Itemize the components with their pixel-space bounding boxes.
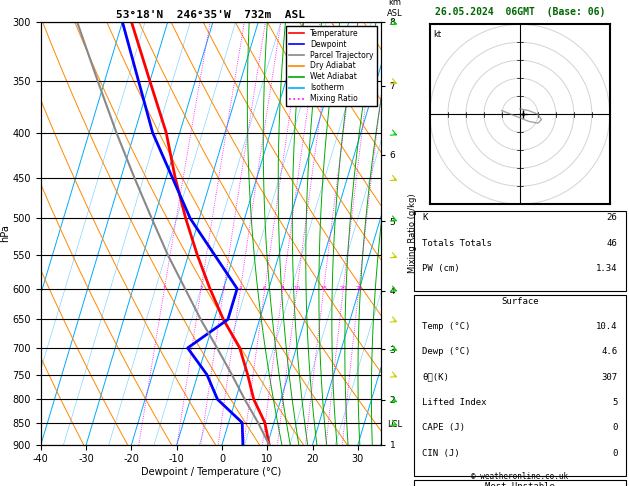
Text: 26: 26	[606, 213, 618, 223]
Text: © weatheronline.co.uk: © weatheronline.co.uk	[471, 472, 569, 481]
Title: 53°18'N  246°35'W  732m  ASL: 53°18'N 246°35'W 732m ASL	[116, 10, 305, 20]
Text: 0: 0	[612, 423, 618, 433]
Text: 25: 25	[355, 286, 362, 291]
Text: 26.05.2024  06GMT  (Base: 06): 26.05.2024 06GMT (Base: 06)	[435, 7, 605, 17]
Text: 4.6: 4.6	[601, 347, 618, 357]
Text: 15: 15	[320, 286, 327, 291]
X-axis label: Dewpoint / Temperature (°C): Dewpoint / Temperature (°C)	[141, 467, 281, 477]
Text: kt: kt	[433, 30, 442, 39]
Text: θᴇ(K): θᴇ(K)	[422, 373, 449, 382]
Text: 4: 4	[239, 286, 242, 291]
Text: Temp (°C): Temp (°C)	[422, 322, 470, 331]
Text: Totals Totals: Totals Totals	[422, 239, 493, 248]
Text: LCL: LCL	[387, 420, 403, 430]
Text: 1.34: 1.34	[596, 264, 618, 273]
Text: Most Unstable: Most Unstable	[485, 482, 555, 486]
Text: km
ASL: km ASL	[387, 0, 403, 17]
Text: 3: 3	[222, 286, 226, 291]
Text: PW (cm): PW (cm)	[422, 264, 460, 273]
Text: 20: 20	[340, 286, 347, 291]
Text: Dewp (°C): Dewp (°C)	[422, 347, 470, 357]
Text: CIN (J): CIN (J)	[422, 449, 460, 458]
Text: 2: 2	[199, 286, 203, 291]
Text: Surface: Surface	[501, 297, 538, 306]
Text: 6: 6	[263, 286, 267, 291]
Text: Lifted Index: Lifted Index	[422, 398, 487, 407]
Text: K: K	[422, 213, 428, 223]
Y-axis label: hPa: hPa	[0, 225, 10, 242]
Text: 8: 8	[281, 286, 284, 291]
Text: 1: 1	[163, 286, 166, 291]
Text: 307: 307	[601, 373, 618, 382]
Legend: Temperature, Dewpoint, Parcel Trajectory, Dry Adiabat, Wet Adiabat, Isotherm, Mi: Temperature, Dewpoint, Parcel Trajectory…	[286, 26, 377, 106]
Text: 46: 46	[606, 239, 618, 248]
Text: 0: 0	[612, 449, 618, 458]
Text: 10: 10	[294, 286, 301, 291]
Text: Mixing Ratio (g/kg): Mixing Ratio (g/kg)	[408, 193, 417, 273]
Text: 5: 5	[612, 398, 618, 407]
Text: 10.4: 10.4	[596, 322, 618, 331]
Text: CAPE (J): CAPE (J)	[422, 423, 465, 433]
